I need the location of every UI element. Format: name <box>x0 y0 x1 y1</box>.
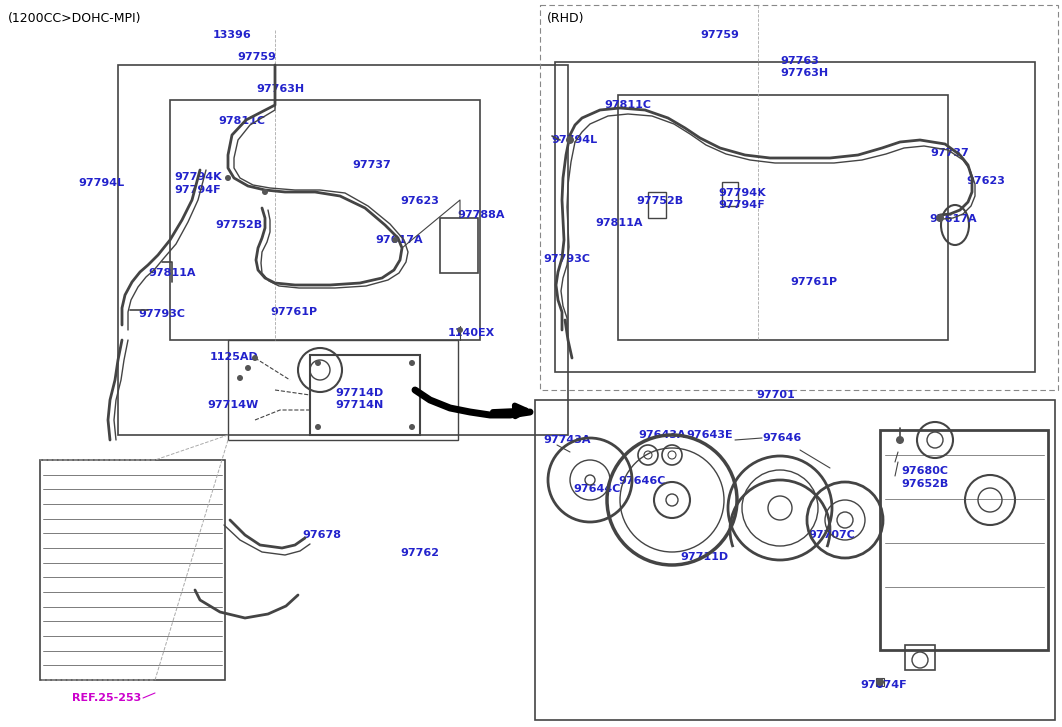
Text: 97811A: 97811A <box>595 218 643 228</box>
Bar <box>535 400 1055 720</box>
Circle shape <box>262 189 268 195</box>
Text: 97788A: 97788A <box>457 210 504 220</box>
Bar <box>228 340 458 440</box>
Text: 97714D: 97714D <box>335 388 383 398</box>
Text: 97794F: 97794F <box>718 200 765 210</box>
Circle shape <box>457 327 463 333</box>
Circle shape <box>409 360 415 366</box>
Circle shape <box>315 424 321 430</box>
Bar <box>905 645 935 670</box>
Text: 97794L: 97794L <box>551 135 597 145</box>
Text: 97763: 97763 <box>780 56 819 66</box>
Circle shape <box>392 237 398 243</box>
Text: REF.25-253: REF.25-253 <box>72 693 141 703</box>
Circle shape <box>245 365 251 371</box>
Text: 97646: 97646 <box>763 433 801 443</box>
Text: 97617A: 97617A <box>929 214 977 224</box>
Text: 97794K: 97794K <box>718 188 766 198</box>
Bar <box>539 5 1058 390</box>
Bar <box>722 182 738 206</box>
Text: 97811A: 97811A <box>148 268 195 278</box>
Text: 97617A: 97617A <box>375 235 423 245</box>
Text: (1200CC>DOHC-MPI): (1200CC>DOHC-MPI) <box>8 12 141 25</box>
Circle shape <box>876 678 884 686</box>
Text: 97762: 97762 <box>400 548 439 558</box>
Bar <box>310 355 419 435</box>
Text: 97737: 97737 <box>930 148 969 158</box>
Text: 97678: 97678 <box>302 530 341 540</box>
Text: 97794F: 97794F <box>174 185 221 195</box>
Text: 97743A: 97743A <box>543 435 590 445</box>
Text: 97714N: 97714N <box>335 400 383 410</box>
Text: 97674F: 97674F <box>860 680 907 690</box>
Circle shape <box>896 436 904 444</box>
Text: 97643E: 97643E <box>686 430 733 440</box>
Text: 1140EX: 1140EX <box>448 328 495 338</box>
Text: 97763H: 97763H <box>780 68 828 78</box>
Text: 97793C: 97793C <box>543 254 590 264</box>
Text: 97644C: 97644C <box>573 484 620 494</box>
Bar <box>40 460 225 680</box>
Text: 97794K: 97794K <box>174 172 222 182</box>
Circle shape <box>225 175 232 181</box>
Text: 97752B: 97752B <box>636 196 683 206</box>
Circle shape <box>237 375 243 381</box>
Bar <box>618 95 948 340</box>
Text: (RHD): (RHD) <box>547 12 584 25</box>
Circle shape <box>315 360 321 366</box>
Text: 97811C: 97811C <box>604 100 651 110</box>
Text: 97793C: 97793C <box>138 309 185 319</box>
Text: 97643A: 97643A <box>638 430 686 440</box>
Text: 13396: 13396 <box>213 30 252 40</box>
Text: 97761P: 97761P <box>790 277 837 287</box>
Text: 97623: 97623 <box>966 176 1005 186</box>
Text: 97701: 97701 <box>756 390 794 400</box>
Circle shape <box>566 136 573 144</box>
Text: 97714W: 97714W <box>207 400 258 410</box>
Text: 97646C: 97646C <box>618 476 666 486</box>
Text: 97737: 97737 <box>352 160 391 170</box>
Text: 97680C: 97680C <box>901 466 948 476</box>
Bar <box>118 65 568 435</box>
Bar <box>876 678 884 686</box>
Circle shape <box>936 214 944 222</box>
Text: 97707C: 97707C <box>808 530 855 540</box>
Text: 97711D: 97711D <box>680 552 729 562</box>
Text: 97794L: 97794L <box>78 178 124 188</box>
Text: 97811C: 97811C <box>218 116 266 126</box>
Circle shape <box>409 424 415 430</box>
Bar <box>648 192 666 218</box>
Text: 97652B: 97652B <box>901 479 948 489</box>
Text: 97752B: 97752B <box>215 220 262 230</box>
Text: 97759: 97759 <box>700 30 739 40</box>
Bar <box>555 62 1035 372</box>
Bar <box>880 430 1048 650</box>
Text: 97623: 97623 <box>400 196 439 206</box>
Bar <box>440 218 478 273</box>
Text: 1125AD: 1125AD <box>210 352 259 362</box>
Text: 97763H: 97763H <box>256 84 304 94</box>
Text: 97759: 97759 <box>237 52 276 62</box>
Bar <box>170 100 480 340</box>
Circle shape <box>252 355 258 361</box>
Text: 97761P: 97761P <box>270 307 318 317</box>
